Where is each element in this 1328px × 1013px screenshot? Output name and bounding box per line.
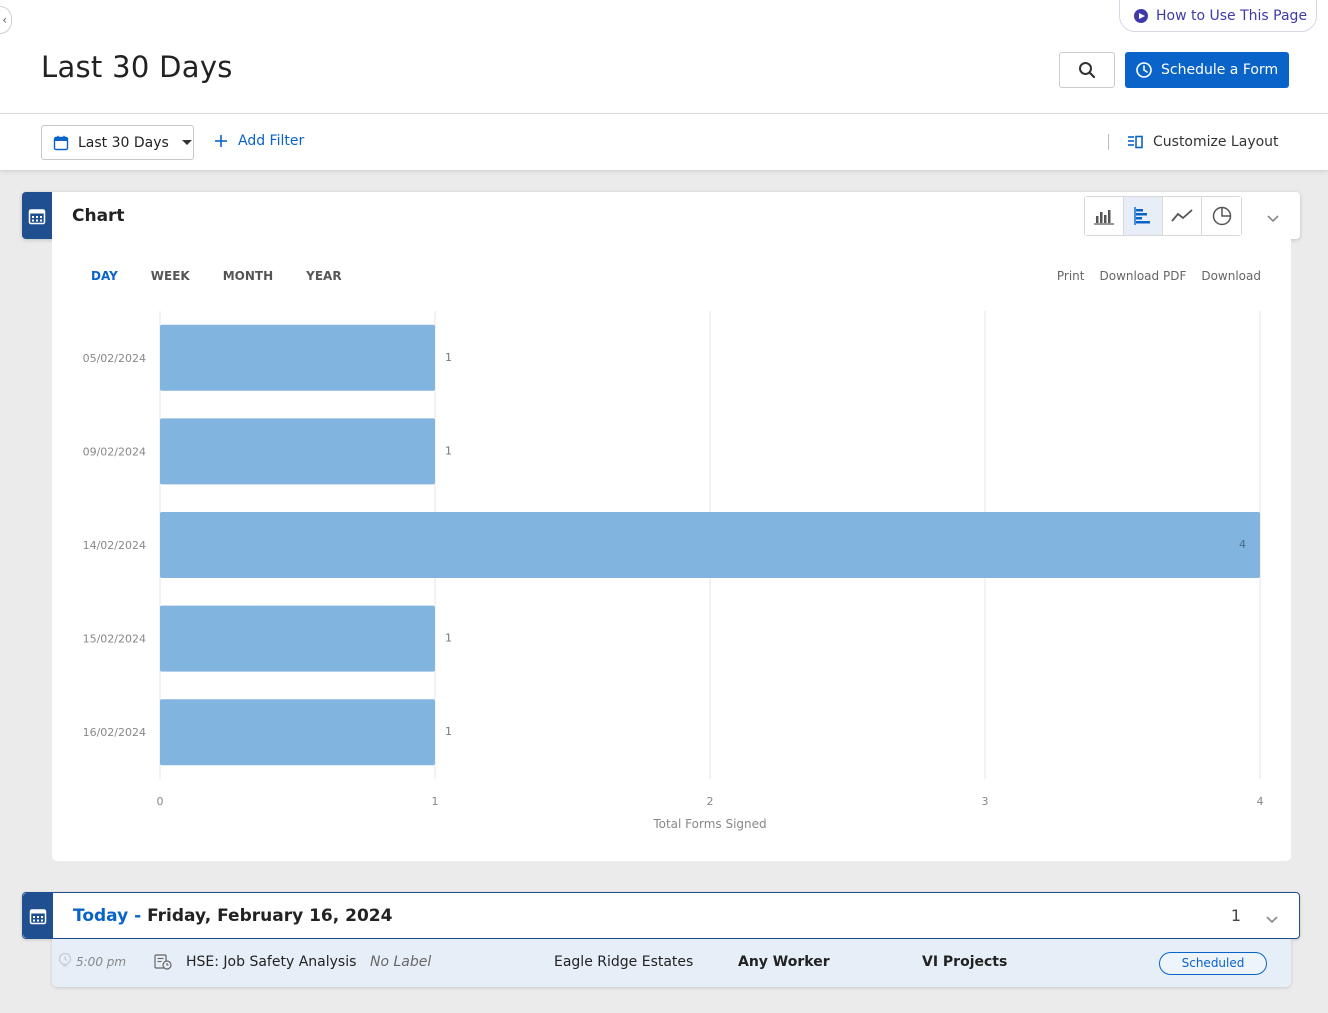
pie-chart-icon <box>1212 206 1231 226</box>
today-count: 1 <box>1230 906 1241 925</box>
today-date: Friday, February 16, 2024 <box>147 905 393 926</box>
period-tab-year[interactable]: YEAR <box>306 269 342 283</box>
x-tick-label: 2 <box>707 795 714 808</box>
today-prefix: Today - <box>73 905 142 926</box>
plus-icon <box>215 135 227 147</box>
bar <box>160 324 435 391</box>
task-form-name: HSE: Job Safety Analysis <box>186 954 357 970</box>
customize-layout-button[interactable]: Customize Layout <box>1127 134 1279 150</box>
date-range-value: Last 30 Days <box>78 134 169 151</box>
status-badge[interactable]: Scheduled <box>1159 952 1267 975</box>
bar-value-label: 1 <box>445 632 452 645</box>
customize-layout-label: Customize Layout <box>1153 134 1279 150</box>
bar-chart-button[interactable] <box>1085 197 1124 235</box>
page-title: Last 30 Days <box>41 50 233 84</box>
x-axis-label: Total Forms Signed <box>652 817 766 831</box>
search-icon <box>1079 62 1096 79</box>
filter-bar: Last 30 Days Add Filter Customize Layout <box>0 114 1328 171</box>
task-label: No Label <box>370 954 432 970</box>
top-bar: ‹ How to Use This Page Last 30 Days Sche… <box>0 0 1328 114</box>
export-download-pdf-link[interactable]: Download PDF <box>1099 269 1187 283</box>
y-category-label: 09/02/2024 <box>83 445 146 458</box>
form-schedule-icon <box>154 954 172 970</box>
chevron-down-icon <box>1266 916 1278 924</box>
bar-value-label: 1 <box>445 351 452 364</box>
export-links: Print Download PDF Download <box>1057 269 1261 283</box>
add-filter-button[interactable]: Add Filter <box>214 133 304 149</box>
collapse-chart-button[interactable] <box>1266 209 1280 228</box>
task-project: VI Projects <box>922 954 1008 970</box>
collapse-today-button[interactable] <box>1265 910 1279 929</box>
calendar-icon <box>29 908 47 924</box>
divider <box>1108 134 1109 150</box>
bar <box>160 512 1260 578</box>
today-title: Today - Friday, February 16, 2024 <box>73 906 392 926</box>
x-tick-label: 0 <box>157 795 164 808</box>
task-site: Eagle Ridge Estates <box>554 954 694 970</box>
horizontal-bar-chart-icon <box>1134 207 1150 225</box>
forms-signed-chart: 0 1 2 3 4 05/02/2024 1 09/02/2024 1 14/02/2024 4 15… <box>83 311 1264 831</box>
today-group-header[interactable]: Today - Friday, February 16, 2024 1 <box>22 892 1300 939</box>
clock-icon <box>58 952 72 967</box>
line-chart-icon <box>1171 209 1193 222</box>
chart-type-switcher <box>1084 196 1242 236</box>
x-tick-label: 4 <box>1257 795 1264 808</box>
scheduled-form-row[interactable]: 5:00 pm HSE: Job Safety Analysis No Labe… <box>52 939 1291 987</box>
x-tick-label: 3 <box>982 795 989 808</box>
pie-chart-button[interactable] <box>1202 197 1241 235</box>
chevron-down-icon <box>1267 215 1279 223</box>
calendar-icon <box>28 208 46 224</box>
y-category-label: 14/02/2024 <box>83 539 146 552</box>
calendar-icon <box>53 135 69 150</box>
how-to-use-label: How to Use This Page <box>1156 8 1308 24</box>
schedule-form-button[interactable]: Schedule a Form <box>1125 52 1289 88</box>
bar <box>160 605 435 672</box>
chart-panel-header: Chart <box>22 192 1300 239</box>
y-category-label: 16/02/2024 <box>83 726 146 739</box>
how-to-use-link[interactable]: How to Use This Page <box>1119 0 1317 32</box>
panel-tab <box>22 192 52 239</box>
period-tabs: DAY WEEK MONTH YEAR <box>91 269 375 283</box>
period-tab-week[interactable]: WEEK <box>150 269 190 283</box>
line-chart-button[interactable] <box>1163 197 1202 235</box>
bar <box>160 699 435 766</box>
search-button[interactable] <box>1059 52 1115 88</box>
bar-value-label: 4 <box>1239 538 1246 551</box>
horizontal-bar-chart-button[interactable] <box>1124 197 1163 235</box>
period-tab-day[interactable]: DAY <box>91 269 118 283</box>
bar-chart-icon <box>1094 210 1114 225</box>
task-worker: Any Worker <box>738 954 830 970</box>
period-tab-month[interactable]: MONTH <box>222 269 274 283</box>
bar <box>160 418 435 485</box>
panel-tab <box>23 893 53 938</box>
task-time: 5:00 pm <box>76 955 127 969</box>
chart-panel-title: Chart <box>72 205 125 226</box>
play-icon <box>1134 9 1148 23</box>
chevron-down-icon <box>181 140 192 145</box>
layout-icon <box>1128 135 1143 149</box>
x-tick-label: 1 <box>432 795 439 808</box>
clock-icon <box>1136 62 1152 78</box>
export-print-link[interactable]: Print <box>1056 269 1085 283</box>
schedule-form-label: Schedule a Form <box>1161 62 1279 78</box>
add-filter-label: Add Filter <box>238 133 305 149</box>
export-download-link[interactable]: Download <box>1201 269 1261 283</box>
y-category-label: 15/02/2024 <box>83 633 146 646</box>
date-range-select[interactable]: Last 30 Days <box>41 125 194 160</box>
expand-sidebar-handle[interactable]: ‹ <box>0 6 12 34</box>
bar-value-label: 1 <box>445 725 452 738</box>
bar-value-label: 1 <box>445 444 452 457</box>
y-category-label: 05/02/2024 <box>83 352 146 365</box>
chart-panel-body: DAY WEEK MONTH YEAR Print Download PDF Downlo… <box>52 239 1291 861</box>
